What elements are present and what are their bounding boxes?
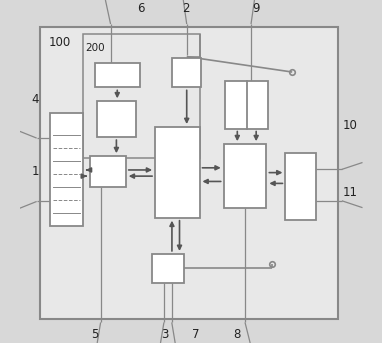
Text: 7: 7 (193, 328, 200, 341)
Text: 9: 9 (253, 2, 260, 15)
Bar (155, 127, 199, 218)
Bar (172, 58, 201, 87)
Bar (225, 81, 268, 129)
Bar (97, 101, 136, 137)
Text: 100: 100 (49, 36, 71, 49)
Bar (90, 156, 126, 187)
Bar (83, 34, 199, 158)
Bar (95, 63, 139, 87)
Text: 200: 200 (86, 43, 105, 53)
Text: 6: 6 (138, 2, 145, 15)
Bar (40, 27, 338, 319)
Text: 11: 11 (343, 186, 358, 199)
Text: 2: 2 (182, 2, 189, 15)
Text: 5: 5 (91, 328, 99, 341)
Bar (50, 113, 83, 226)
Text: 4: 4 (31, 93, 39, 106)
Bar (152, 254, 184, 283)
Text: 10: 10 (343, 119, 358, 132)
Text: 3: 3 (162, 328, 169, 341)
Text: 1: 1 (31, 165, 39, 178)
Text: 8: 8 (234, 328, 241, 341)
Bar (285, 153, 316, 220)
Bar (223, 144, 267, 208)
